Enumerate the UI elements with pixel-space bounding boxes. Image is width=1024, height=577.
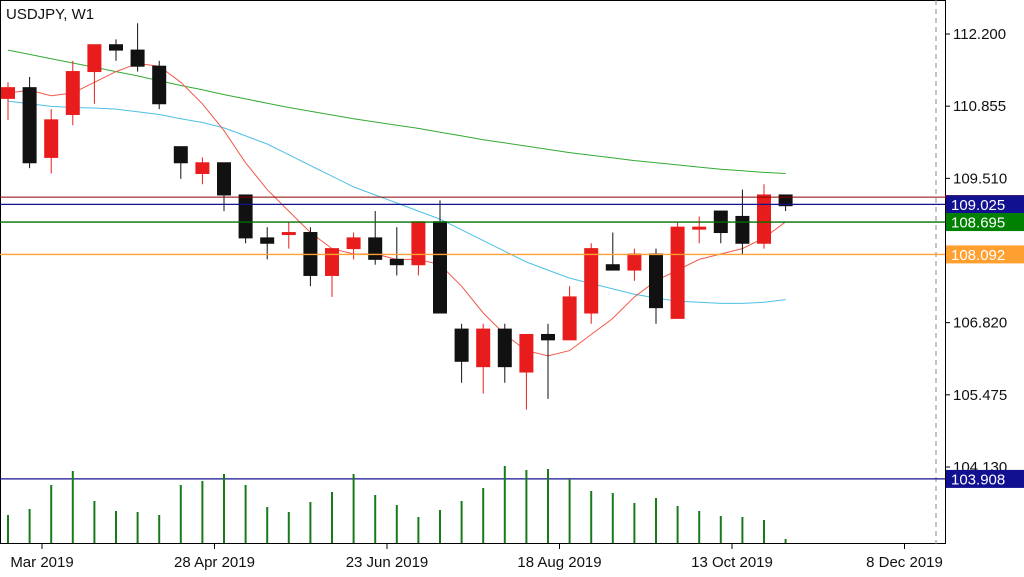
candle-body bbox=[605, 264, 620, 271]
candle-body bbox=[346, 237, 361, 250]
x-tick-label: 8 Dec 2019 bbox=[866, 554, 943, 571]
plot-frame bbox=[0, 0, 946, 544]
x-tick-label: 23 Jun 2019 bbox=[346, 554, 429, 571]
ma-slow-line bbox=[7, 49, 786, 174]
candle-body bbox=[735, 215, 750, 244]
y-tick-label: 105.475 bbox=[953, 387, 1007, 404]
level-price-tag bbox=[946, 245, 1024, 264]
candle-body bbox=[238, 194, 253, 239]
candle-body bbox=[584, 248, 599, 314]
candle-body bbox=[217, 162, 231, 196]
candle-body bbox=[519, 333, 534, 373]
ma-fast-line bbox=[7, 62, 786, 357]
y-tick-label: 112.200 bbox=[953, 26, 1006, 43]
level-price-label: 109.025 bbox=[951, 197, 1005, 214]
x-tick-label: Mar 2019 bbox=[10, 554, 73, 571]
candle-body bbox=[1, 87, 15, 99]
candle-body bbox=[433, 221, 447, 314]
x-tick-label: 13 Oct 2019 bbox=[691, 554, 773, 571]
candle-body bbox=[411, 221, 426, 266]
candle-body bbox=[541, 333, 555, 341]
candle-body bbox=[627, 253, 642, 271]
candle-body bbox=[65, 71, 80, 115]
level-price-label: 103.908 bbox=[951, 471, 1005, 488]
candle-body bbox=[778, 194, 793, 207]
candle-body bbox=[368, 237, 383, 260]
y-tick-label: 109.510 bbox=[953, 170, 1007, 187]
candle-body bbox=[649, 253, 663, 309]
candle-body bbox=[281, 232, 296, 236]
candle-body bbox=[44, 119, 59, 158]
x-tick-label: 18 Aug 2019 bbox=[517, 554, 601, 571]
candle-body bbox=[562, 296, 577, 341]
candle-body bbox=[476, 328, 491, 368]
candle-body bbox=[109, 44, 123, 51]
symbol-title: USDJPY, W1 bbox=[6, 6, 95, 23]
candle-body bbox=[173, 146, 188, 164]
candle-body bbox=[692, 226, 707, 230]
candle-body bbox=[87, 44, 102, 73]
candle-body bbox=[130, 49, 145, 67]
level-price-tag bbox=[946, 213, 1024, 232]
candle-body bbox=[757, 194, 771, 244]
level-price-tag bbox=[946, 195, 1024, 214]
candle-body bbox=[22, 87, 37, 164]
y-tick-label: 106.820 bbox=[953, 315, 1007, 332]
x-tick-label: 28 Apr 2019 bbox=[174, 554, 255, 571]
candle-body bbox=[389, 258, 404, 266]
candle-body bbox=[260, 237, 275, 244]
candle-body bbox=[497, 328, 512, 368]
candle-body bbox=[670, 226, 685, 319]
candle-body bbox=[454, 328, 469, 362]
candle-body bbox=[195, 162, 210, 175]
level-price-label: 108.092 bbox=[951, 247, 1005, 264]
y-tick-label: 110.855 bbox=[953, 98, 1006, 115]
candle-body bbox=[152, 65, 167, 105]
level-price-tag bbox=[946, 469, 1024, 488]
candle-body bbox=[325, 248, 339, 276]
level-price-label: 108.695 bbox=[951, 215, 1005, 232]
